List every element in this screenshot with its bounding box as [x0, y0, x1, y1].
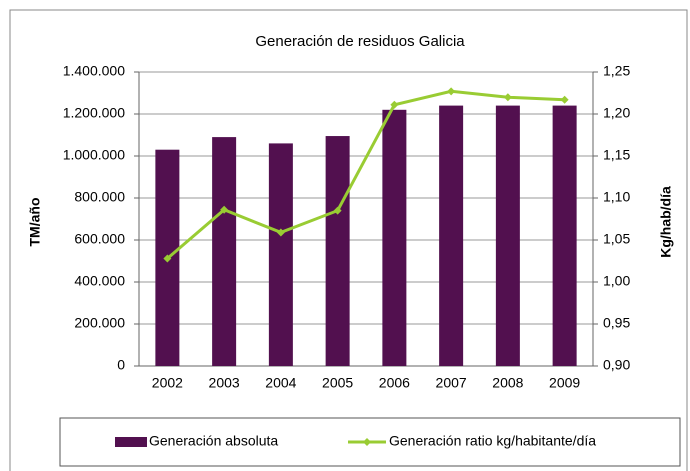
y-axis-label: TM/año [27, 198, 43, 247]
y-tick-label: 1.200.000 [63, 105, 125, 121]
y2-tick-label: 1,00 [603, 273, 630, 289]
x-tick-label: 2006 [379, 375, 410, 391]
bar [382, 109, 407, 367]
y-tick-label: 200.000 [74, 315, 125, 331]
x-tick-label: 2005 [322, 375, 353, 391]
x-tick-label: 2009 [549, 375, 580, 391]
chart-title: Generación de residuos Galicia [255, 33, 465, 50]
y-tick-label: 1.000.000 [63, 147, 125, 163]
line-marker [560, 95, 569, 104]
line [166, 89, 565, 260]
legend-marker [363, 438, 371, 446]
bar [268, 143, 293, 366]
y-tick-label: 1.400.000 [63, 63, 125, 79]
legend-label: Generación absoluta [149, 433, 278, 449]
line-marker [163, 254, 172, 263]
line-marker [447, 87, 456, 96]
y-tick-label: 400.000 [74, 273, 125, 289]
bar [439, 105, 464, 366]
legend-label: Generación ratio kg/habitante/día [389, 433, 596, 449]
line-marker [333, 206, 342, 215]
x-tick-label: 2003 [209, 375, 240, 391]
line-marker [503, 93, 512, 102]
y-tick-label: 0 [117, 357, 125, 373]
line-marker [276, 228, 285, 237]
y2-tick-label: 1,15 [603, 147, 630, 163]
x-tick-label: 2004 [265, 375, 296, 391]
x-tick-label: 2002 [152, 375, 183, 391]
line-marker [220, 205, 229, 214]
y2-axis-label: Kg/hab/día [658, 186, 674, 258]
y-tick-label: 600.000 [74, 231, 125, 247]
y-tick-label: 800.000 [74, 189, 125, 205]
y2-tick-label: 1,10 [603, 189, 630, 205]
x-tick-label: 2007 [436, 375, 467, 391]
y2-tick-label: 0,95 [603, 315, 630, 331]
y2-tick-label: 1,20 [603, 105, 630, 121]
bar [325, 136, 350, 366]
legend-swatch [115, 437, 147, 447]
bar [212, 137, 237, 366]
bar [495, 105, 520, 366]
y2-tick-label: 1,25 [603, 63, 630, 79]
y2-tick-label: 0,90 [603, 357, 630, 373]
x-tick-label: 2008 [492, 375, 523, 391]
line-marker [390, 100, 399, 109]
bar [552, 105, 577, 366]
y2-tick-label: 1,05 [603, 231, 630, 247]
